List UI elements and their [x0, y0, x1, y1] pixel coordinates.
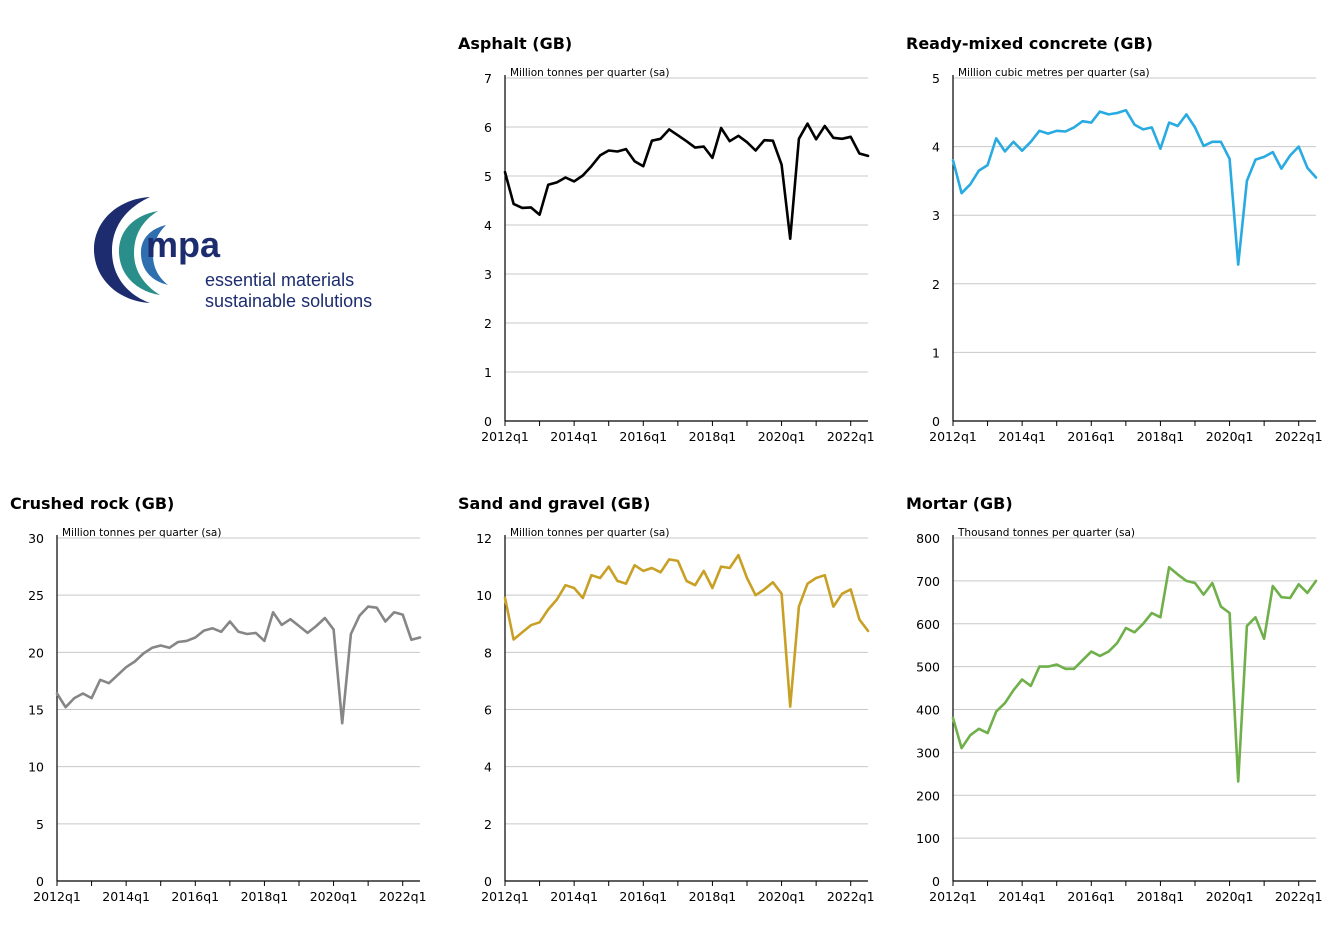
chart-title: Asphalt (GB): [458, 34, 572, 53]
x-tick-label: 2020q1: [1206, 889, 1254, 904]
y-axis-unit-label: Thousand tonnes per quarter (sa): [957, 527, 1135, 539]
y-tick-label: 7: [484, 71, 492, 86]
chart-svg: Ready-mixed concrete (GB) Million cubic m…: [906, 34, 1323, 444]
x-tick-label: 2020q1: [310, 889, 358, 904]
y-tick-label: 3: [484, 267, 492, 282]
y-tick-label: 20: [28, 645, 44, 660]
y-tick-label: 30: [28, 531, 44, 546]
x-tick-label: 2020q1: [758, 889, 806, 904]
y-tick-label: 4: [932, 140, 940, 155]
x-tick-label: 2022q1: [1275, 429, 1323, 444]
y-tick-label: 400: [916, 703, 940, 718]
logo-tagline-1: essential materials: [205, 270, 354, 290]
y-tick-label: 15: [28, 703, 44, 718]
x-tick-label: 2012q1: [481, 429, 529, 444]
y-axis-unit-label: Million tonnes per quarter (sa): [62, 527, 221, 539]
x-tick-label: 2016q1: [1067, 889, 1115, 904]
x-tick-label: 2012q1: [929, 889, 977, 904]
y-tick-label: 2: [484, 316, 492, 331]
series-line: [503, 122, 870, 240]
y-tick-label: 500: [916, 660, 940, 675]
chart-crushed-rock: Crushed rock (GB) Million tonnes per quar…: [2, 485, 442, 925]
y-tick-label: 0: [36, 874, 44, 889]
x-tick-label: 2022q1: [827, 889, 875, 904]
chart-title: Crushed rock (GB): [10, 494, 174, 513]
x-tick-label: 2014q1: [998, 429, 1046, 444]
x-tick-label: 2014q1: [550, 429, 598, 444]
y-axis-unit-label: Million tonnes per quarter (sa): [510, 67, 669, 79]
y-tick-label: 2: [932, 277, 940, 292]
x-tick-label: 2012q1: [33, 889, 81, 904]
series-line: [503, 553, 870, 708]
x-tick-label: 2016q1: [619, 429, 667, 444]
logo-tagline-2: sustainable solutions: [205, 291, 372, 311]
y-tick-label: 0: [932, 414, 940, 429]
series-line: [951, 565, 1318, 783]
x-tick-label: 2018q1: [689, 429, 737, 444]
logo-brand: mpa: [146, 224, 221, 265]
x-tick-label: 2022q1: [1275, 889, 1323, 904]
series-line: [951, 108, 1318, 266]
y-tick-label: 4: [484, 760, 492, 775]
y-tick-label: 1: [484, 365, 492, 380]
y-tick-label: 0: [484, 874, 492, 889]
y-tick-label: 300: [916, 745, 940, 760]
mpa-logo: mpa essential materials sustainable solu…: [88, 185, 398, 315]
y-tick-label: 2: [484, 817, 492, 832]
x-tick-label: 2018q1: [241, 889, 289, 904]
x-tick-label: 2018q1: [1137, 889, 1185, 904]
series-line: [55, 605, 422, 725]
chart-title: Mortar (GB): [906, 494, 1013, 513]
chart-title: Sand and gravel (GB): [458, 494, 650, 513]
y-tick-label: 25: [28, 588, 44, 603]
x-tick-label: 2018q1: [1137, 429, 1185, 444]
y-tick-label: 4: [484, 218, 492, 233]
y-tick-label: 5: [932, 71, 940, 86]
x-tick-label: 2016q1: [1067, 429, 1115, 444]
x-tick-label: 2022q1: [379, 889, 427, 904]
y-tick-label: 1: [932, 345, 940, 360]
y-tick-label: 800: [916, 531, 940, 546]
chart-mortar: Mortar (GB) Thousand tonnes per quarter (…: [898, 485, 1338, 925]
y-tick-label: 10: [28, 760, 44, 775]
x-tick-label: 2014q1: [998, 889, 1046, 904]
chart-svg: Sand and gravel (GB) Million tonnes per q…: [458, 494, 875, 904]
x-tick-label: 2014q1: [102, 889, 150, 904]
y-tick-label: 700: [916, 574, 940, 589]
x-tick-label: 2020q1: [1206, 429, 1254, 444]
y-axis-unit-label: Million cubic metres per quarter (sa): [958, 67, 1150, 79]
y-tick-label: 5: [484, 169, 492, 184]
y-tick-label: 0: [932, 874, 940, 889]
x-tick-label: 2012q1: [481, 889, 529, 904]
chart-sand-and-gravel: Sand and gravel (GB) Million tonnes per q…: [450, 485, 890, 925]
x-tick-label: 2018q1: [689, 889, 737, 904]
y-tick-label: 6: [484, 703, 492, 718]
chart-ready-mixed-concrete: Ready-mixed concrete (GB) Million cubic m…: [898, 25, 1338, 465]
x-tick-label: 2014q1: [550, 889, 598, 904]
x-tick-label: 2016q1: [171, 889, 219, 904]
x-tick-label: 2012q1: [929, 429, 977, 444]
chart-svg: Crushed rock (GB) Million tonnes per quar…: [10, 494, 427, 904]
chart-title: Ready-mixed concrete (GB): [906, 34, 1153, 53]
y-tick-label: 0: [484, 414, 492, 429]
mpa-logo-mark: mpa essential materials sustainable solu…: [93, 197, 372, 311]
x-tick-label: 2016q1: [619, 889, 667, 904]
y-tick-label: 100: [916, 831, 940, 846]
y-tick-label: 3: [932, 208, 940, 223]
x-tick-label: 2020q1: [758, 429, 806, 444]
y-tick-label: 5: [36, 817, 44, 832]
y-tick-label: 600: [916, 617, 940, 632]
y-tick-label: 8: [484, 645, 492, 660]
y-tick-label: 200: [916, 788, 940, 803]
chart-svg: Asphalt (GB) Million tonnes per quarter (…: [458, 34, 875, 444]
y-tick-label: 6: [484, 120, 492, 135]
x-tick-label: 2022q1: [827, 429, 875, 444]
y-axis-unit-label: Million tonnes per quarter (sa): [510, 527, 669, 539]
y-tick-label: 12: [476, 531, 492, 546]
chart-asphalt: Asphalt (GB) Million tonnes per quarter (…: [450, 25, 890, 465]
y-tick-label: 10: [476, 588, 492, 603]
chart-svg: Mortar (GB) Thousand tonnes per quarter (…: [906, 494, 1323, 904]
